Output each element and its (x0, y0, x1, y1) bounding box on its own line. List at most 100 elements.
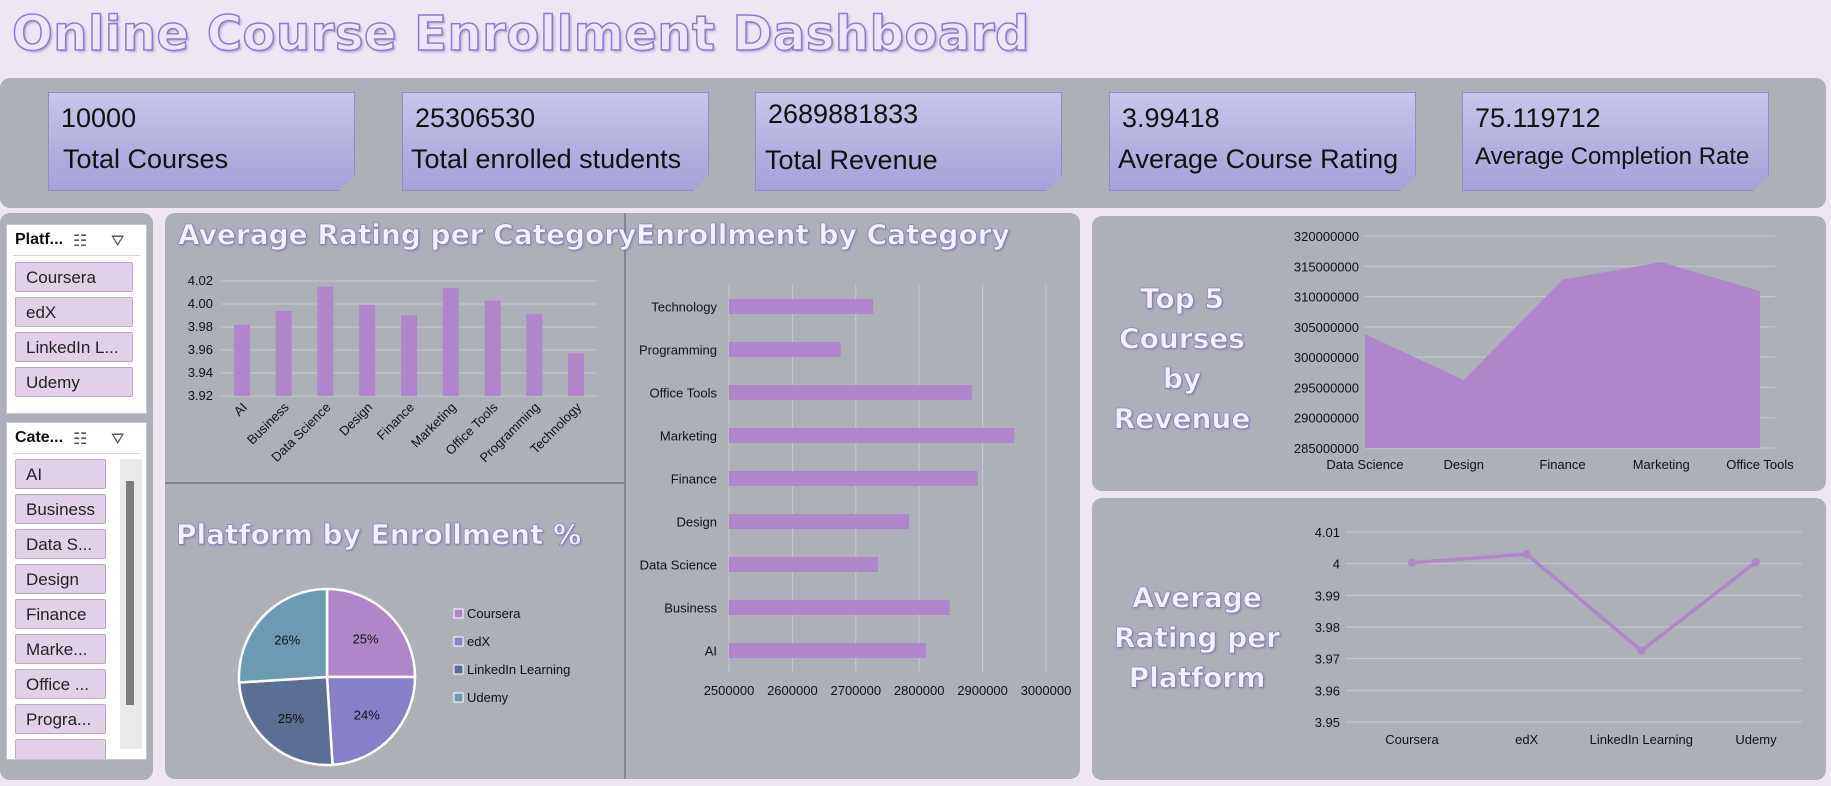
area-series (1365, 262, 1760, 448)
y-tick-label: Business (664, 601, 717, 616)
y-tick-label: AI (705, 644, 717, 659)
line-series (1411, 552, 1758, 653)
slicer-item-data-science[interactable]: Data S... (15, 529, 106, 559)
pie-data-label: 25% (278, 711, 304, 726)
bar-office-tools (729, 385, 972, 400)
legend-swatch (453, 692, 464, 703)
y-tick-label: 3.92 (188, 388, 213, 403)
y-tick-label: 315000000 (1294, 259, 1359, 274)
chart-title-rating-category: Average Rating per Category (178, 218, 637, 252)
y-tick-label: 305000000 (1294, 320, 1359, 335)
legend-swatch (453, 608, 464, 619)
chart-title-platform-pie: Platform by Enrollment % (176, 518, 582, 552)
kpi-card-total-enrolled: 25306530 Total enrolled students (402, 92, 709, 191)
kpi-label: Average Completion Rate (1475, 143, 1750, 170)
y-tick-label: 3.96 (188, 342, 213, 357)
enrollment-category-chart: 2500000 2600000 2700000 2800000 2900000 30000… (639, 285, 1071, 698)
bar-marketing (729, 428, 1015, 443)
y-tick-label: 320000000 (1294, 229, 1359, 244)
slicer-divider (13, 453, 140, 454)
pie-data-label: 26% (274, 633, 300, 648)
slicer-item-edx[interactable]: edX (15, 297, 133, 327)
x-tick-label: 2500000 (704, 683, 755, 698)
pie-slice-udemy (237, 587, 329, 684)
kpi-value: 10000 (61, 103, 137, 133)
x-tick-label: 2600000 (767, 683, 818, 698)
bar-business (275, 310, 292, 396)
bar-office-tools (484, 300, 501, 396)
slicer-item-partial[interactable] (15, 739, 106, 759)
multi-select-icon[interactable]: ☷ (73, 429, 88, 448)
chart-title-rating-platform: Average Rating per Platform (1113, 581, 1281, 695)
bar-data-science (729, 557, 878, 572)
y-tick-label: 3.98 (188, 319, 213, 334)
y-tick-label: 290000000 (1294, 411, 1359, 426)
y-tick-label: 3.94 (188, 365, 213, 380)
legend-swatch (453, 664, 464, 675)
clear-filter-icon[interactable]: ⛛ (111, 429, 125, 448)
y-tick-label: 3.97 (1315, 652, 1340, 667)
slicer-header: Platf... (15, 231, 64, 248)
x-tick-label: edX (1515, 732, 1538, 747)
kpi-label: Total Courses (63, 144, 229, 174)
slicer-item-ai[interactable]: AI (15, 459, 106, 489)
dashboard-title: Online Course Enrollment Dashboard (11, 5, 1030, 63)
slicer-scrollbar-thumb[interactable] (126, 481, 134, 705)
x-tick-label: Finance (1539, 457, 1585, 472)
bar-ai (233, 324, 250, 396)
multi-select-icon[interactable]: ☷ (73, 231, 88, 250)
bar-business (729, 600, 950, 615)
y-tick-label: 300000000 (1294, 350, 1359, 365)
slicer-item-coursera[interactable]: Coursera (15, 262, 133, 292)
pie-data-label: 25% (353, 631, 379, 646)
panel-divider-vertical (624, 213, 626, 779)
bar-data-science (317, 286, 334, 396)
slicer-item-design[interactable]: Design (15, 564, 106, 594)
x-tick-label: Office Tools (1726, 457, 1794, 472)
slicer-item-business[interactable]: Business (15, 494, 106, 524)
slicer-item-udemy[interactable]: Udemy (15, 367, 133, 397)
bar-finance (729, 471, 978, 486)
y-tick-label: Technology (651, 300, 717, 315)
y-tick-label: Office Tools (650, 386, 718, 401)
kpi-card-average-completion: 75.119712 Average Completion Rate (1462, 92, 1769, 191)
kpi-card-total-courses: 10000 Total Courses (48, 92, 355, 191)
y-tick-label: 4.01 (1315, 525, 1340, 540)
y-tick-label: 3.95 (1315, 715, 1340, 730)
slicer-item-programming[interactable]: Progra... (15, 704, 106, 734)
slicer-item-linkedin[interactable]: LinkedIn L... (15, 332, 133, 362)
category-slicer[interactable]: Cate... ☷ ⛛ AI Business Data S... Design… (6, 422, 147, 760)
y-tick-label: 310000000 (1294, 290, 1359, 305)
y-tick-label: 4 (1333, 557, 1340, 572)
y-tick-label: Marketing (660, 429, 717, 444)
slicer-item-marketing[interactable]: Marke... (15, 634, 106, 664)
clear-filter-icon[interactable]: ⛛ (111, 231, 125, 250)
panel-divider-horizontal (165, 482, 624, 484)
bar-marketing (442, 287, 459, 396)
bar-design (359, 305, 376, 396)
x-tick-label: Coursera (1385, 732, 1439, 747)
y-tick-label: 4.02 (188, 273, 213, 288)
pie-slice-linkedin-learning (237, 675, 334, 767)
x-tick-label: Marketing (1633, 457, 1690, 472)
data-point-edx (1522, 550, 1531, 559)
platform-slicer[interactable]: Platf... ☷ ⛛ Coursera edX LinkedIn L... … (6, 224, 147, 414)
slicer-item-finance[interactable]: Finance (15, 599, 106, 629)
kpi-value: 25306530 (415, 103, 536, 133)
pie-data-label: 24% (354, 707, 380, 722)
kpi-value: 75.119712 (1475, 103, 1601, 133)
x-tick-label: 2800000 (894, 683, 945, 698)
bar-ai (729, 643, 927, 658)
y-tick-label: 285000000 (1294, 441, 1359, 456)
kpi-panel: 10000 Total Courses 25306530 Total enrol… (0, 78, 1826, 208)
legend-label: Udemy (467, 690, 509, 705)
slicer-item-office-tools[interactable]: Office ... (15, 669, 106, 699)
chart-title-top-revenue: Top 5 Courses by Revenue (1113, 282, 1251, 436)
x-tick-label: 2900000 (957, 683, 1008, 698)
slicer-panel: Platf... ☷ ⛛ Coursera edX LinkedIn L... … (0, 213, 153, 780)
slicer-header: Cate... (15, 429, 64, 446)
kpi-value: 3.99418 (1122, 103, 1220, 133)
chart-title-enrollment-category: Enrollment by Category (636, 218, 1010, 252)
bar-technology (568, 353, 585, 396)
